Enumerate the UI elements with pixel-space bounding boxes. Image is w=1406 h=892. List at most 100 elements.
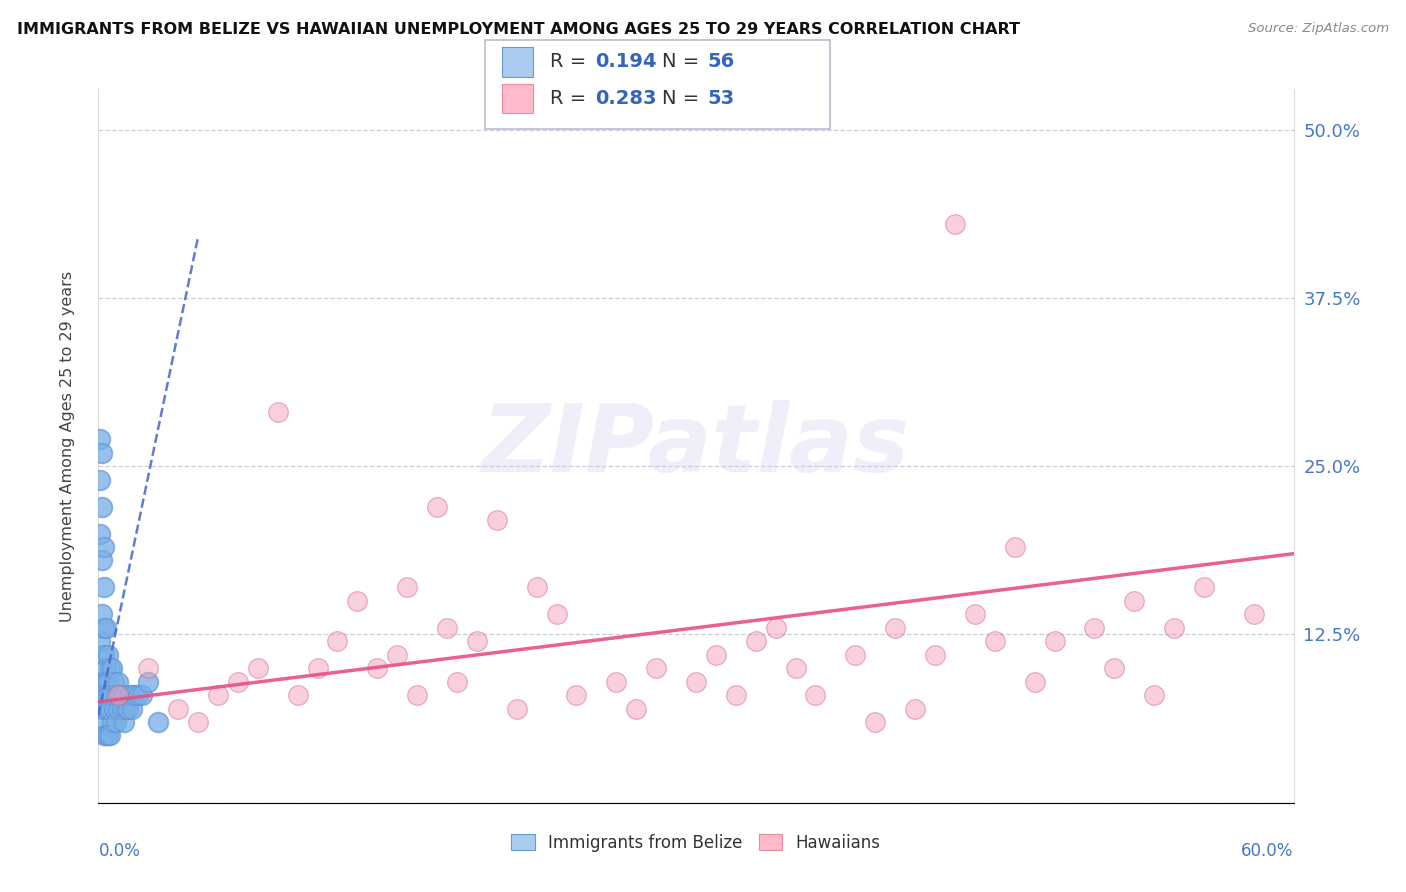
- Point: [93, 729, 115, 743]
- Text: Source: ZipAtlas.com: Source: ZipAtlas.com: [1249, 22, 1389, 36]
- Point: [96, 621, 118, 635]
- Point: [96, 661, 118, 675]
- Text: 0.283: 0.283: [595, 89, 657, 108]
- Point: [91, 446, 114, 460]
- Y-axis label: Unemployment Among Ages 25 to 29 years: Unemployment Among Ages 25 to 29 years: [60, 270, 75, 622]
- Point: [105, 688, 128, 702]
- Text: 53: 53: [707, 89, 734, 108]
- Point: [96, 674, 118, 689]
- Point: [131, 688, 153, 702]
- Point: [226, 674, 249, 689]
- Point: [89, 634, 111, 648]
- Point: [89, 688, 111, 702]
- Point: [96, 729, 118, 743]
- Point: [785, 661, 807, 675]
- Point: [103, 701, 125, 715]
- Point: [396, 580, 419, 594]
- Point: [645, 661, 668, 675]
- Point: [385, 648, 409, 662]
- Point: [765, 621, 787, 635]
- Point: [121, 701, 143, 715]
- Point: [110, 688, 132, 702]
- Point: [1043, 634, 1066, 648]
- Text: 0.194: 0.194: [595, 53, 657, 71]
- Point: [287, 688, 309, 702]
- Text: 56: 56: [707, 53, 734, 71]
- Point: [97, 688, 120, 702]
- Point: [526, 580, 548, 594]
- Point: [485, 513, 508, 527]
- Point: [93, 714, 115, 729]
- Point: [101, 688, 124, 702]
- Text: 60.0%: 60.0%: [1241, 842, 1294, 860]
- Point: [844, 648, 866, 662]
- Point: [745, 634, 768, 648]
- Point: [246, 661, 269, 675]
- Point: [107, 701, 129, 715]
- Point: [97, 701, 120, 715]
- Point: [724, 688, 747, 702]
- Point: [96, 674, 118, 689]
- Point: [546, 607, 568, 622]
- Text: R =: R =: [550, 53, 592, 71]
- Point: [117, 701, 139, 715]
- Point: [346, 594, 368, 608]
- Point: [93, 621, 115, 635]
- Point: [107, 701, 129, 715]
- Point: [89, 634, 111, 648]
- Point: [91, 607, 114, 622]
- Point: [685, 674, 707, 689]
- Point: [565, 688, 588, 702]
- Text: 0.0%: 0.0%: [98, 842, 141, 860]
- Point: [465, 634, 488, 648]
- Point: [884, 621, 907, 635]
- Point: [1104, 661, 1126, 675]
- Point: [101, 714, 124, 729]
- Point: [1163, 621, 1185, 635]
- Point: [98, 661, 122, 675]
- Point: [91, 701, 114, 715]
- Point: [93, 580, 115, 594]
- Point: [924, 648, 946, 662]
- Point: [1024, 674, 1046, 689]
- Point: [98, 729, 122, 743]
- Point: [98, 661, 122, 675]
- Point: [89, 526, 111, 541]
- Point: [943, 217, 966, 231]
- Point: [406, 688, 429, 702]
- Point: [804, 688, 827, 702]
- Point: [124, 688, 146, 702]
- Point: [93, 648, 115, 662]
- Point: [207, 688, 229, 702]
- Point: [96, 701, 118, 715]
- Point: [124, 688, 146, 702]
- Point: [96, 661, 118, 675]
- Text: N =: N =: [662, 53, 706, 71]
- Point: [115, 701, 138, 715]
- Point: [506, 701, 529, 715]
- Point: [105, 714, 128, 729]
- Point: [91, 607, 114, 622]
- Point: [605, 674, 627, 689]
- Point: [93, 688, 115, 702]
- Point: [97, 729, 120, 743]
- Point: [91, 553, 114, 567]
- Point: [446, 674, 468, 689]
- Point: [1192, 580, 1215, 594]
- Point: [436, 621, 458, 635]
- Point: [93, 688, 115, 702]
- Point: [89, 432, 111, 446]
- Point: [167, 701, 190, 715]
- Text: IMMIGRANTS FROM BELIZE VS HAWAIIAN UNEMPLOYMENT AMONG AGES 25 TO 29 YEARS CORREL: IMMIGRANTS FROM BELIZE VS HAWAIIAN UNEMP…: [17, 22, 1019, 37]
- Point: [91, 446, 114, 460]
- Point: [89, 473, 111, 487]
- Point: [96, 701, 118, 715]
- Point: [112, 714, 135, 729]
- Point: [101, 688, 124, 702]
- Point: [1123, 594, 1146, 608]
- Legend: Immigrants from Belize, Hawaiians: Immigrants from Belize, Hawaiians: [505, 828, 887, 859]
- Point: [1083, 621, 1105, 635]
- Point: [110, 688, 132, 702]
- Point: [112, 688, 135, 702]
- Point: [103, 674, 125, 689]
